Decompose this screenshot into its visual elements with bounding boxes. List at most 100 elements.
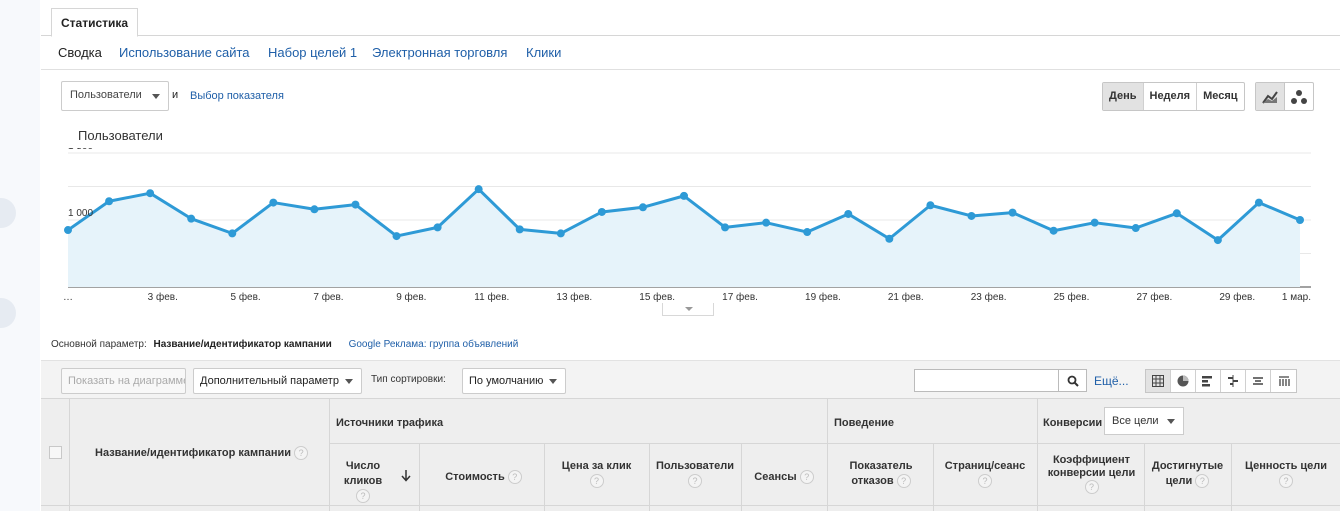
sort-type-value: По умолчанию: [469, 375, 544, 387]
search-button[interactable]: [1059, 369, 1087, 392]
help-icon[interactable]: ?: [356, 489, 370, 504]
report-panel: Статистика Сводка Использование сайта На…: [41, 0, 1340, 511]
motion-chart-button[interactable]: [1285, 83, 1313, 110]
data-point: [1008, 208, 1017, 217]
more-options-link[interactable]: Ещё...: [1094, 374, 1129, 388]
help-icon[interactable]: ?: [507, 470, 522, 485]
data-point: [433, 223, 442, 232]
help-icon[interactable]: ?: [1084, 480, 1099, 494]
x-tick-label: 21 фев.: [888, 291, 924, 303]
tab-statistics[interactable]: Статистика: [51, 8, 139, 37]
goal-completions-column-header[interactable]: Достигнутые цели ?: [1151, 460, 1224, 489]
secondary-dimension-label: Дополнительный параметр: [200, 375, 339, 387]
help-icon[interactable]: ?: [294, 446, 309, 460]
campaign-column-header[interactable]: Название/идентификатор кампании ?: [95, 446, 309, 460]
view-pie-button[interactable]: [1171, 370, 1196, 392]
x-tick-label: 15 фев.: [639, 291, 675, 303]
period-week-button[interactable]: Неделя: [1144, 83, 1198, 110]
goal-select-value: Все цели: [1112, 415, 1159, 427]
help-icon[interactable]: ?: [896, 474, 911, 489]
view-performance-button[interactable]: [1196, 370, 1221, 392]
data-point: [515, 225, 524, 234]
users-line-chart: 1 500 1 000 … 3 фев. 5 фев. 7 фев. 9 фев. 11 фе…: [63, 148, 1311, 303]
metric-select-value: Пользователи: [70, 89, 142, 101]
data-point: [146, 189, 155, 198]
x-tick-label: 25 фев.: [1054, 291, 1090, 303]
data-point: [680, 191, 688, 200]
help-icon[interactable]: ?: [978, 474, 992, 489]
chevron-down-icon: [151, 94, 160, 99]
table-view-toggle: [1145, 369, 1297, 393]
search-icon: [1067, 375, 1079, 387]
data-point: [1172, 209, 1181, 218]
help-icon[interactable]: ?: [1195, 474, 1210, 489]
grid-icon: [1152, 375, 1164, 387]
pages-per-session-column-header[interactable]: Страниц/сеанс?: [944, 460, 1026, 489]
view-term-cloud-button[interactable]: [1246, 370, 1271, 392]
subnav-site-usage[interactable]: Использование сайта: [119, 45, 250, 60]
chevron-down-icon: [344, 379, 353, 384]
goal-select[interactable]: Все цели: [1104, 407, 1184, 435]
help-icon[interactable]: ?: [589, 474, 604, 489]
period-month-button[interactable]: Месяц: [1203, 90, 1238, 102]
data-point: [310, 205, 319, 214]
bounce-rate-column-header[interactable]: Показатель отказов ?: [849, 460, 913, 489]
left-rail: [0, 0, 40, 511]
data-point: [1213, 236, 1222, 245]
sort-desc-icon[interactable]: [401, 469, 411, 487]
data-point: [1296, 216, 1304, 224]
behavior-group-header: Поведение: [834, 417, 894, 429]
dimension-campaign: Название/идентификатор кампании: [153, 339, 332, 350]
plot-rows-button[interactable]: Показать на диаграмме: [61, 368, 186, 394]
goal-value-column-header[interactable]: Ценность цели?: [1244, 460, 1328, 489]
rail-dot: [0, 198, 16, 228]
period-toggle: День Неделя Месяц: [1102, 82, 1245, 111]
x-tick-label: 17 фев.: [722, 291, 758, 303]
secondary-dimension-select[interactable]: Дополнительный параметр: [193, 368, 362, 394]
view-table-button[interactable]: [1146, 370, 1171, 392]
x-tick-label: 5 фев.: [230, 291, 260, 303]
data-point: [721, 223, 730, 232]
table-toolbar: Показать на диаграмме Дополнительный пар…: [41, 360, 1340, 398]
view-comparison-button[interactable]: [1221, 370, 1246, 392]
line-chart-button[interactable]: [1256, 83, 1285, 110]
period-day-button[interactable]: День: [1103, 83, 1144, 110]
pivot-icon: [1278, 376, 1290, 386]
help-icon[interactable]: ?: [799, 470, 814, 485]
table-header: Название/идентификатор кампании ? Источн…: [41, 398, 1340, 511]
y-tick-label: 1 500: [68, 148, 93, 152]
select-metric-link[interactable]: Выбор показателя: [190, 90, 284, 102]
chevron-down-icon: [1166, 419, 1175, 424]
sort-type-select[interactable]: По умолчанию: [462, 368, 567, 394]
view-pivot-button[interactable]: [1271, 370, 1296, 392]
x-tick-label: 7 фев.: [313, 291, 343, 303]
data-point: [1049, 226, 1058, 235]
subnav-clicks[interactable]: Клики: [526, 45, 562, 60]
data-point: [228, 229, 237, 238]
data-point: [926, 201, 935, 210]
subnav-ecommerce[interactable]: Электронная торговля: [372, 45, 508, 60]
subnav-goal-set-1[interactable]: Набор целей 1: [268, 45, 358, 60]
clicks-column-header[interactable]: Число кликов ?: [343, 460, 383, 504]
metric-and-label: и: [172, 89, 179, 101]
data-point: [556, 229, 565, 238]
term-cloud-icon: [1253, 377, 1263, 385]
dimension-ad-group-link[interactable]: Google Реклама: группа объявлений: [348, 339, 519, 350]
cpc-column-header[interactable]: Цена за клик?: [561, 460, 632, 489]
comparison-icon: [1228, 375, 1238, 387]
table-search-input[interactable]: [914, 369, 1059, 392]
sessions-column-header[interactable]: Сеансы ?: [745, 470, 823, 485]
goal-conversion-rate-column-header[interactable]: Коэффициент конверсии цели?: [1047, 454, 1136, 494]
help-icon[interactable]: ?: [1279, 474, 1293, 489]
subnav-summary[interactable]: Сводка: [58, 45, 102, 60]
cost-column-header[interactable]: Стоимость ?: [431, 470, 536, 485]
data-point: [762, 218, 771, 227]
chart-expand-handle[interactable]: [662, 303, 714, 316]
sort-type-label: Тип сортировки:: [371, 374, 446, 385]
users-column-header[interactable]: Пользователи?: [655, 460, 734, 489]
help-icon[interactable]: ?: [688, 474, 702, 489]
metric-select[interactable]: Пользователи: [61, 81, 169, 111]
x-tick-label: 11 фев.: [474, 291, 509, 303]
select-all-checkbox[interactable]: [49, 446, 62, 459]
x-tick-label: 29 фев.: [1219, 291, 1255, 303]
